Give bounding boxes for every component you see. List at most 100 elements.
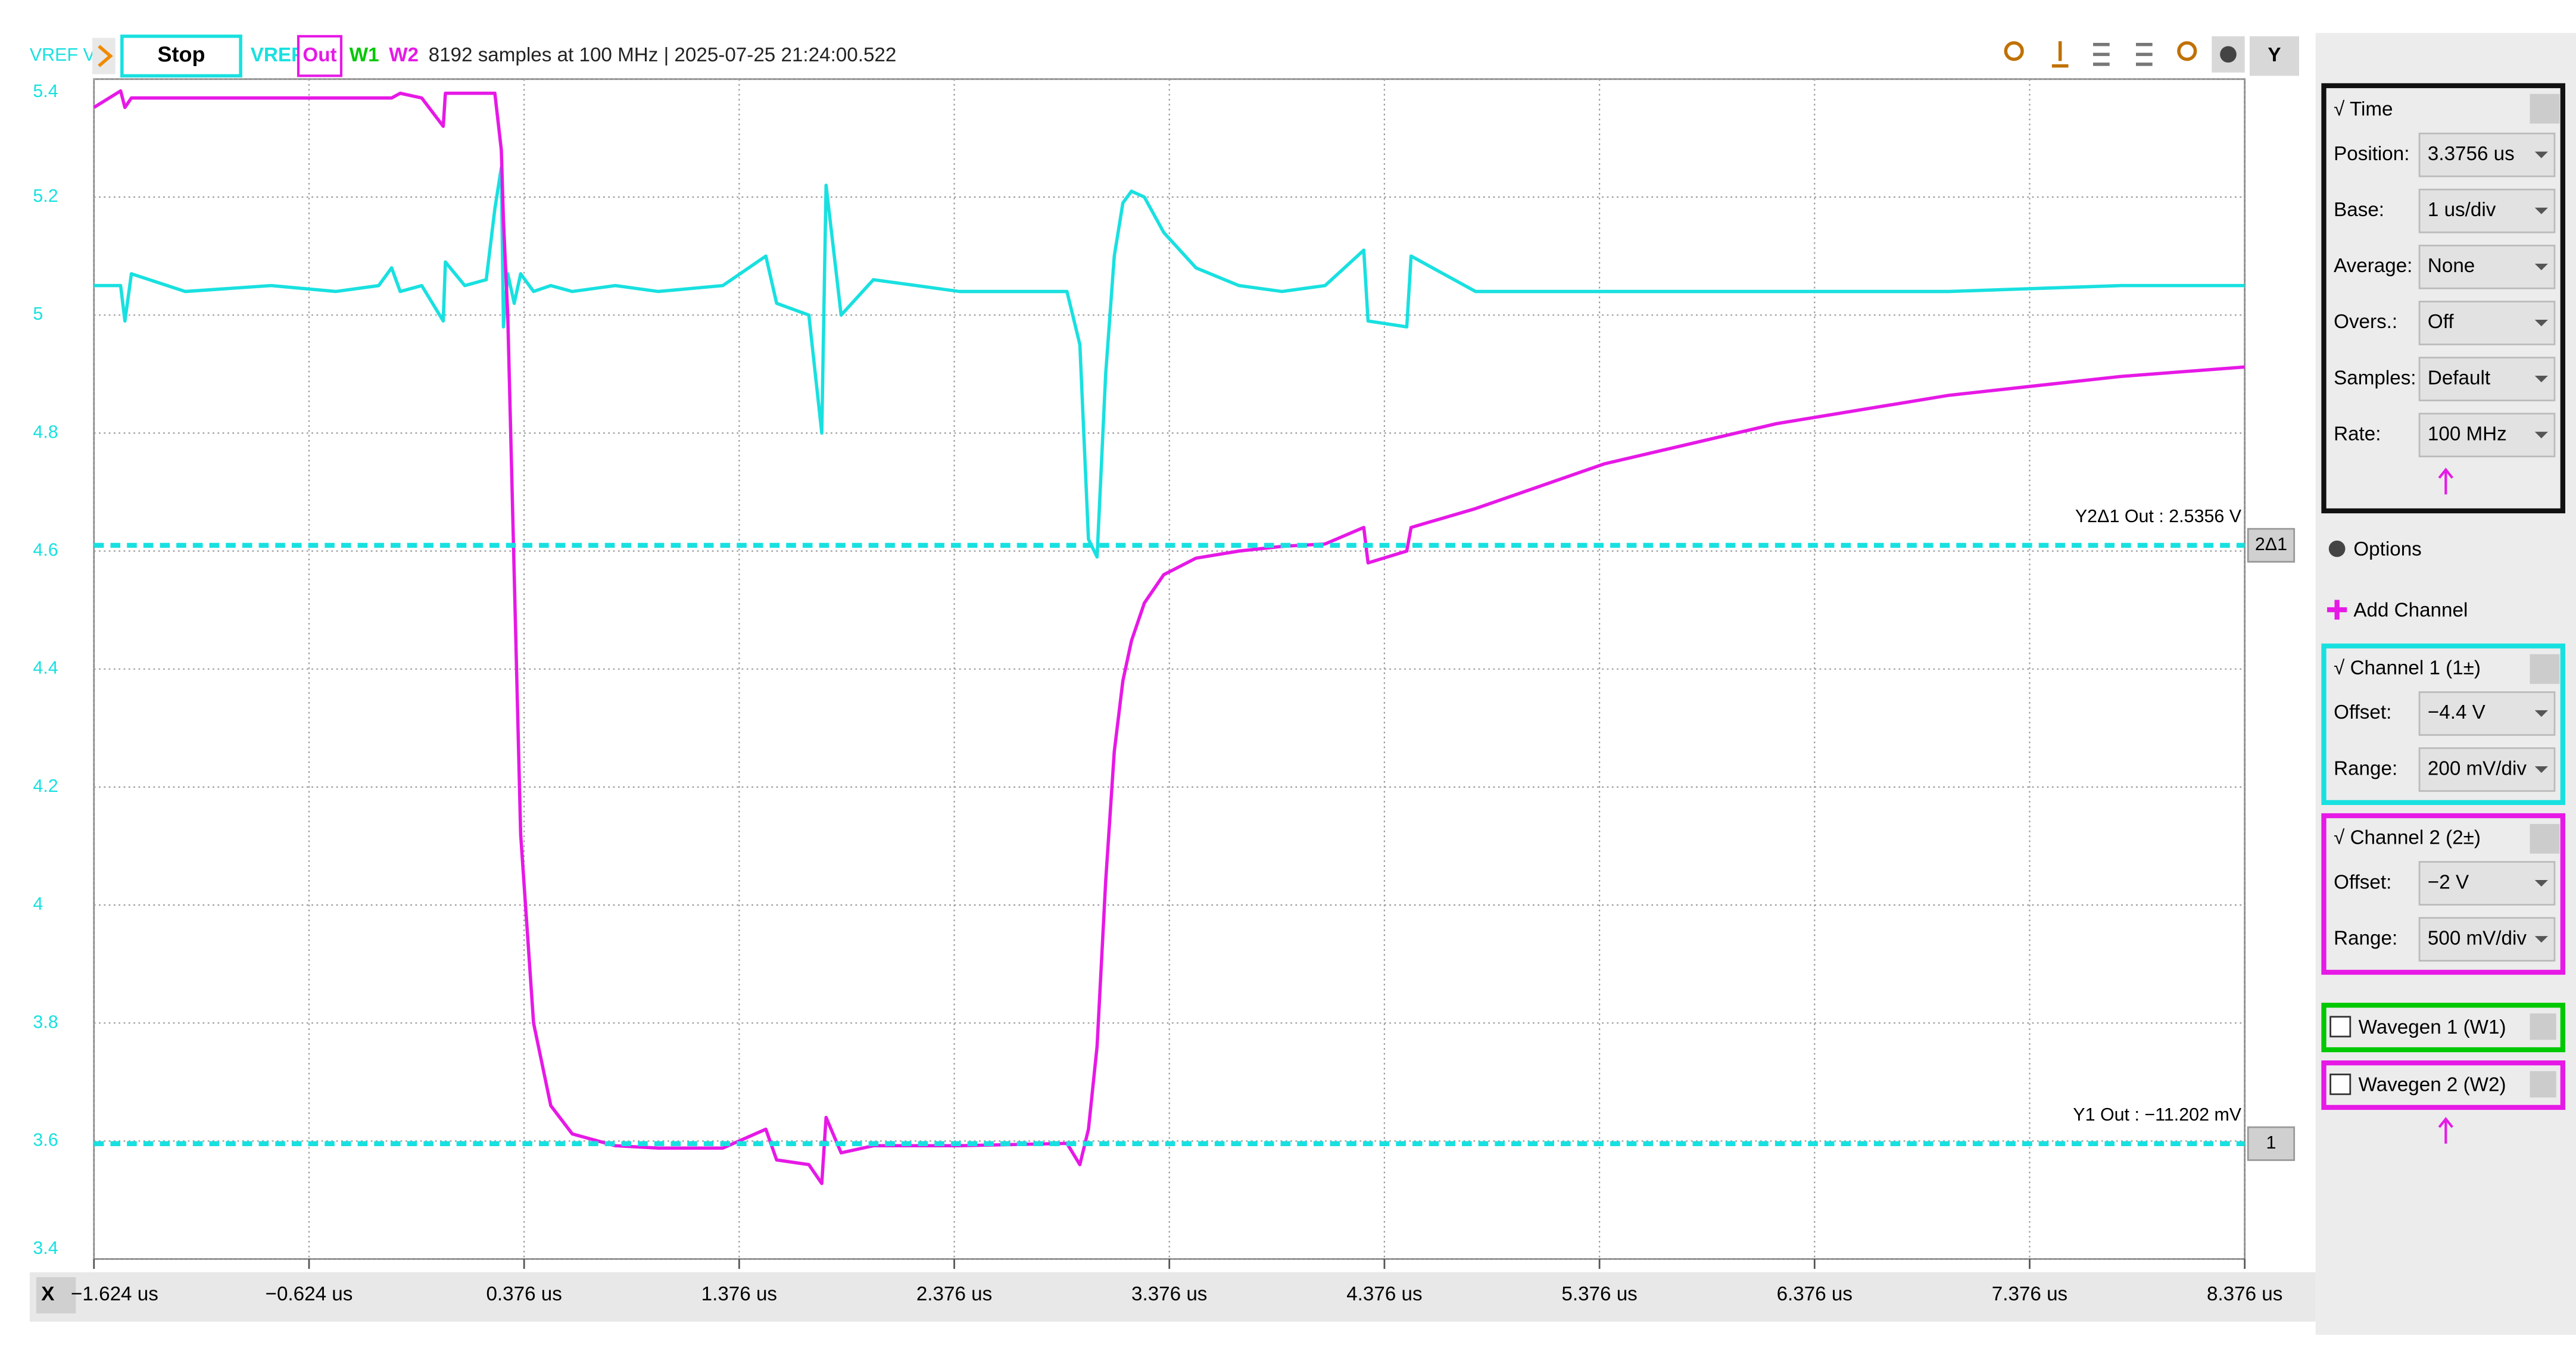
section-title: √ Channel 2 (2±)	[2334, 827, 2481, 849]
section-title: √ Time	[2334, 98, 2393, 120]
combo-arrow	[2534, 207, 2548, 214]
trace	[93, 166, 2245, 559]
y-tick-label: 3.6	[33, 1129, 58, 1150]
field-label: Overs.:	[2334, 311, 2397, 333]
zoom-icon[interactable]	[2177, 41, 2197, 61]
x-button[interactable]	[36, 1277, 76, 1313]
wavegen-checkbox[interactable]	[2329, 1016, 2352, 1038]
field-label: Offset:	[2334, 701, 2391, 723]
align-icon[interactable]	[2093, 42, 2110, 66]
combo-value: Off	[2428, 311, 2454, 333]
x-tick-label: 5.376 us	[1561, 1283, 1637, 1305]
cursor-badge[interactable]	[2247, 1126, 2296, 1161]
combo-arrow	[2534, 766, 2548, 773]
section-title: √ Channel 1 (1±)	[2334, 657, 2481, 679]
cursor-icon[interactable]	[2051, 41, 2069, 68]
add-icon	[2327, 600, 2347, 620]
y-tick-label: 5.2	[33, 186, 58, 206]
trace	[93, 89, 2245, 1185]
combo-box[interactable]	[2418, 132, 2556, 177]
run-arrow	[98, 45, 113, 67]
wavegen-checkbox[interactable]	[2329, 1074, 2352, 1096]
out-toggle-box[interactable]	[297, 35, 343, 77]
y-tick-label: 4.4	[33, 658, 58, 678]
combo-box[interactable]	[2418, 917, 2556, 962]
plot: 5.4 5.2 5 4.8 4.6 4.4 4.2 4 3.8 3.6 3.4 −1.624 us −0…	[33, 78, 2296, 1305]
x-tick-label: 2.376 us	[916, 1283, 992, 1305]
add-channel-label[interactable]: Add Channel	[2353, 600, 2468, 622]
combo-value: 100 MHz	[2428, 423, 2507, 445]
y-tick-label: 4.2	[33, 776, 58, 796]
x-tick-label: −1.624 us	[71, 1283, 158, 1305]
combo-arrow	[2534, 151, 2548, 158]
x-tick-label: 8.376 us	[2207, 1283, 2282, 1305]
combo-box[interactable]	[2418, 413, 2556, 458]
field-label: Offset:	[2334, 871, 2391, 893]
combo-arrow	[2534, 879, 2548, 887]
combo-arrow	[2534, 936, 2548, 943]
y-button[interactable]	[2249, 36, 2299, 76]
wavegen-toggle[interactable]: W2	[389, 44, 419, 66]
y-tick-label: 3.4	[33, 1238, 58, 1258]
gear-icon	[2220, 46, 2237, 63]
combo-value: 1 us/div	[2428, 199, 2496, 221]
zoom-icon[interactable]	[2004, 41, 2024, 61]
combo-box[interactable]	[2418, 301, 2556, 345]
y-tick-label: 4.8	[33, 422, 58, 442]
combo-value: 500 mV/div	[2428, 927, 2527, 949]
x-tick-label: 6.376 us	[1777, 1283, 1853, 1305]
wavegen-box	[2321, 1060, 2565, 1110]
field-label: Position:	[2334, 143, 2409, 165]
x-button-label: X	[41, 1283, 54, 1305]
status-text: 8192 samples at 100 MHz | 2025-07-25 21:…	[429, 44, 897, 66]
channel-toggle[interactable]: VREF	[251, 44, 304, 66]
stop-button[interactable]	[120, 35, 242, 78]
cursor-label: Y2Δ1 Out : 2.5356 V	[2075, 506, 2242, 526]
combo-value: −4.4 V	[2428, 701, 2485, 723]
y-tick-label: 5	[33, 304, 43, 324]
stop-label: Stop	[158, 42, 205, 67]
panel-arrow	[2438, 1116, 2454, 1144]
y-tick-label: 4	[33, 894, 43, 914]
combo-value: 3.3756 us	[2428, 143, 2515, 165]
combo-box[interactable]	[2418, 747, 2556, 792]
x-tick-label: 7.376 us	[1992, 1283, 2067, 1305]
channel-toggle[interactable]: Out	[302, 44, 336, 66]
field-label: Base:	[2334, 199, 2384, 221]
y-tick-label: 5.4	[33, 81, 58, 101]
field-label: Rate:	[2334, 423, 2381, 445]
combo-box[interactable]	[2418, 245, 2556, 289]
field-label: Average:	[2334, 255, 2412, 277]
section-gear[interactable]	[2530, 93, 2560, 124]
combo-box[interactable]	[2418, 357, 2556, 401]
x-tick-label: 4.376 us	[1346, 1283, 1422, 1305]
y-axis-strip	[29, 36, 89, 1272]
cursor-badge-label: 2Δ1	[2255, 534, 2287, 554]
combo-arrow	[2534, 319, 2548, 327]
y-tick-label: 3.8	[33, 1012, 58, 1032]
y-tick-label: 4.6	[33, 540, 58, 560]
options-label[interactable]: Options	[2353, 538, 2421, 560]
combo-box[interactable]	[2418, 188, 2556, 233]
axis-label: VREF V	[30, 45, 96, 65]
wavegen-title: Wavegen 2 (W2)	[2359, 1074, 2506, 1096]
cursor-badge[interactable]	[2247, 528, 2296, 563]
combo-value: Default	[2428, 367, 2490, 389]
combo-arrow	[2534, 263, 2548, 270]
section-gear[interactable]	[2530, 1013, 2556, 1040]
combo-arrow	[2534, 710, 2548, 717]
section-gear[interactable]	[2530, 823, 2560, 854]
align-icon[interactable]	[2135, 42, 2153, 66]
section-gear[interactable]	[2530, 1071, 2556, 1098]
cursor-badge-label: 1	[2266, 1132, 2276, 1153]
toolbar-icons	[2004, 36, 2245, 73]
x-axis-bar	[29, 1272, 2316, 1322]
combo-arrow	[2534, 432, 2548, 439]
section-gear[interactable]	[2530, 654, 2560, 684]
combo-box[interactable]	[2418, 691, 2556, 736]
panel-content: √ Time Position: 3.3756 us Base: 1 us/div Ave…	[2321, 83, 2565, 1144]
combo-box[interactable]	[2418, 861, 2556, 906]
combo-value: 200 mV/div	[2428, 757, 2527, 779]
wavegen-toggle[interactable]: W1	[350, 44, 379, 66]
